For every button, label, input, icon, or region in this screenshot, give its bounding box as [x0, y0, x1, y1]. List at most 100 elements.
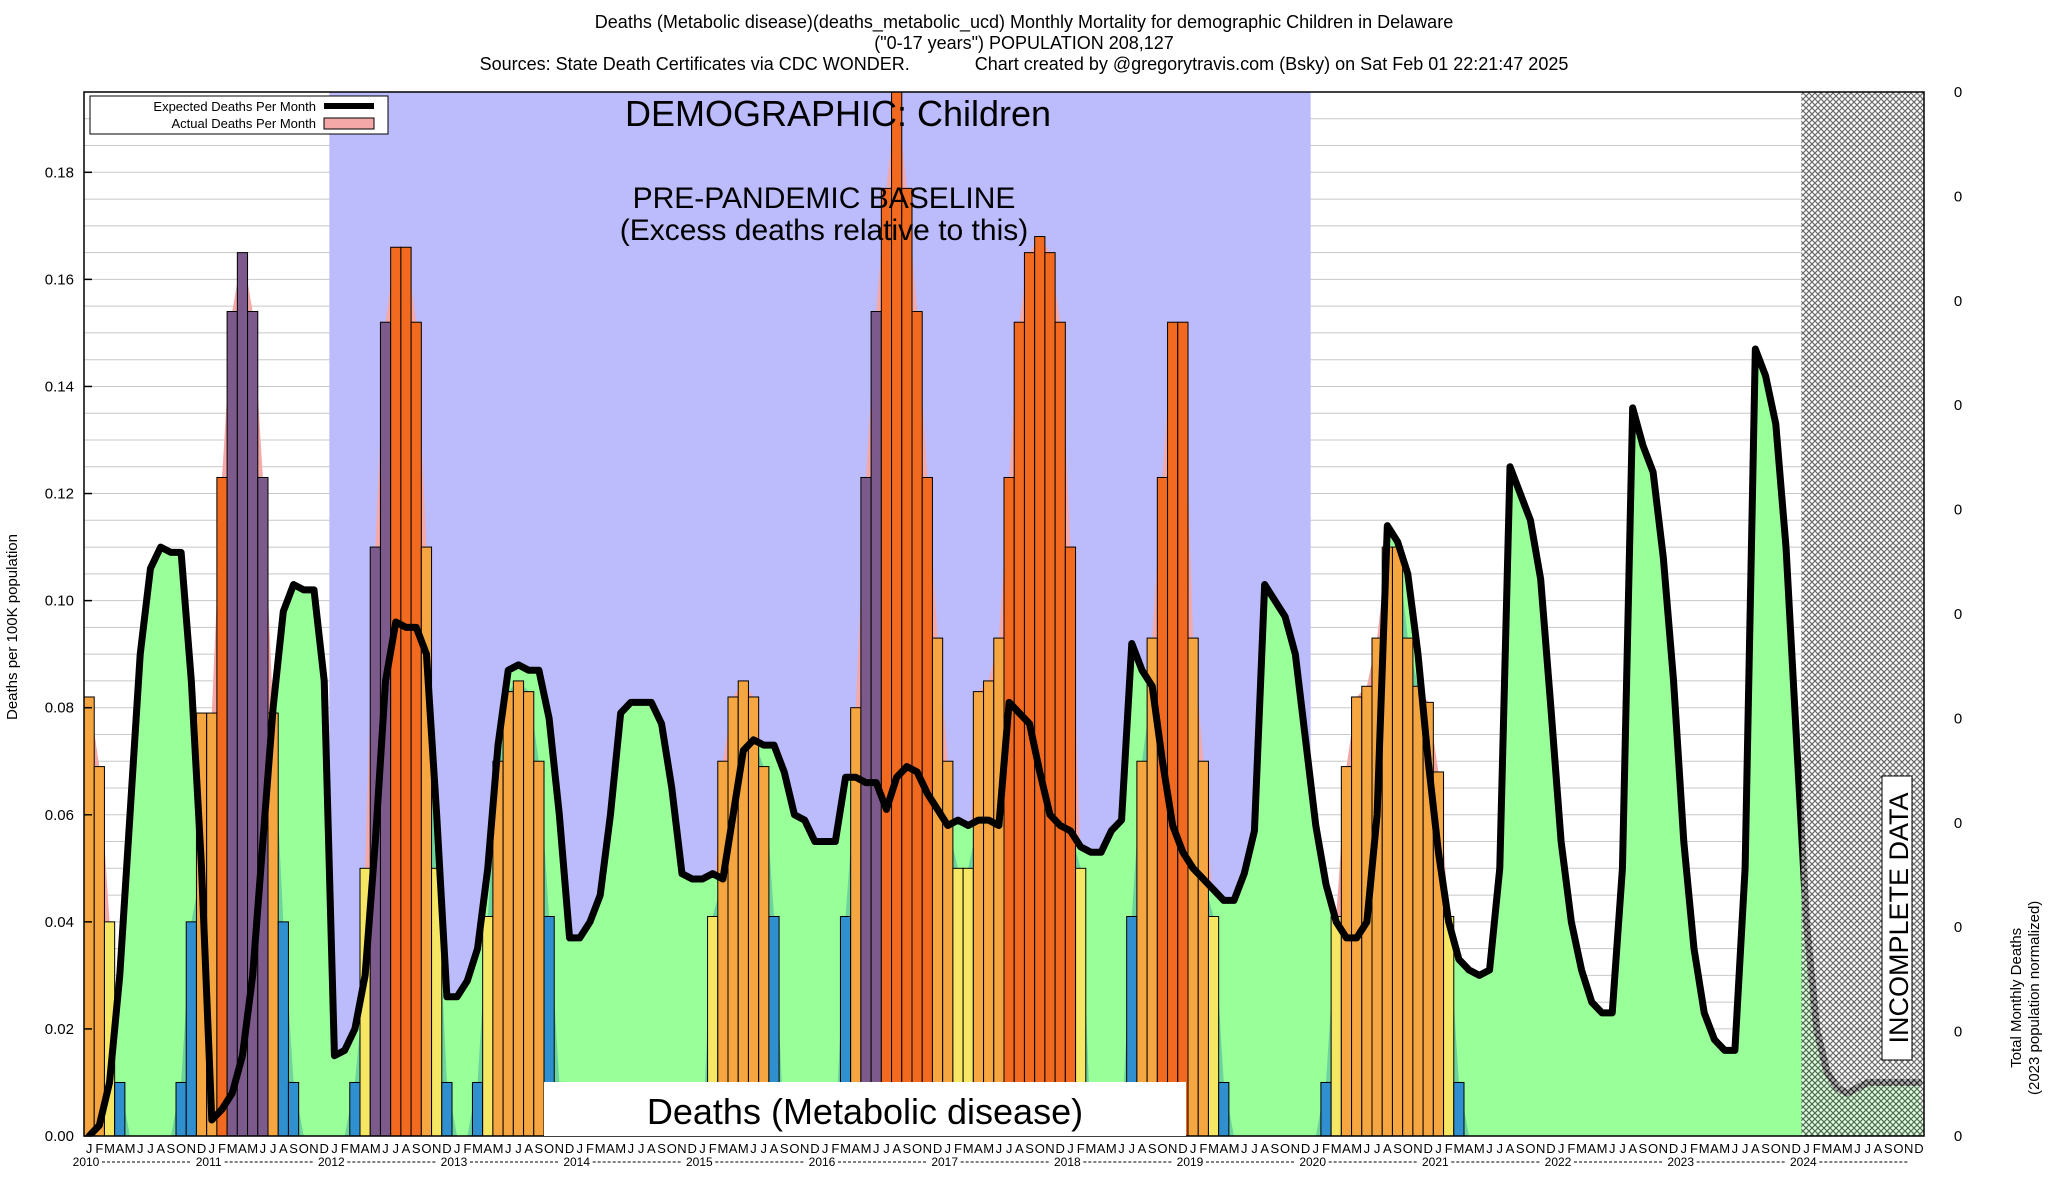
month-tick-label: F	[1199, 1141, 1207, 1156]
month-tick-label: J	[1118, 1141, 1125, 1156]
month-tick-label: O	[1771, 1141, 1781, 1156]
month-tick-label: N	[1168, 1141, 1177, 1156]
actual-bar	[93, 766, 105, 1136]
month-tick-label: M	[595, 1141, 606, 1156]
right-tick-label: 0	[1954, 397, 1962, 414]
month-tick-label: A	[483, 1141, 492, 1156]
y-tick-label: 0.16	[45, 271, 74, 288]
month-tick-label: F	[218, 1141, 226, 1156]
month-tick-label: A	[1710, 1141, 1719, 1156]
actual-bar	[390, 246, 402, 1136]
month-tick-label: J	[577, 1141, 584, 1156]
demographic-label: DEMOGRAPHIC: Children	[625, 93, 1051, 134]
month-tick-label: D	[933, 1141, 942, 1156]
year-tick-label: 2018	[1054, 1155, 1081, 1169]
month-tick-label: N	[187, 1141, 196, 1156]
month-tick-label: A	[402, 1141, 411, 1156]
actual-bar	[1443, 915, 1455, 1136]
right-tick-label: 0	[1954, 188, 1962, 205]
month-tick-label: M	[1576, 1141, 1587, 1156]
right-tick-label: 0	[1954, 293, 1962, 310]
month-tick-label: F	[1813, 1141, 1821, 1156]
year-tick-label: 2016	[809, 1155, 836, 1169]
month-tick-label: O	[299, 1141, 309, 1156]
month-tick-label: J	[750, 1141, 757, 1156]
actual-bar	[277, 921, 289, 1136]
month-tick-label: J	[1006, 1141, 1013, 1156]
month-tick-label: F	[1567, 1141, 1575, 1156]
cause-label-box	[544, 1082, 1186, 1136]
incomplete-label-box	[1881, 775, 1913, 1061]
actual-bar	[216, 476, 228, 1136]
month-tick-label: J	[1241, 1141, 1248, 1156]
actual-bar	[931, 637, 944, 1136]
month-tick-label: S	[1148, 1141, 1157, 1156]
actual-bar	[1453, 1081, 1465, 1136]
actual-bar	[1044, 252, 1056, 1136]
month-tick-label: A	[1219, 1141, 1228, 1156]
right-tick-label: 0	[1954, 919, 1962, 936]
month-tick-label: J	[331, 1141, 338, 1156]
month-tick-label: N	[1536, 1141, 1545, 1156]
month-tick-label: S	[1393, 1141, 1402, 1156]
month-tick-label: N	[555, 1141, 564, 1156]
month-tick-label: J	[1129, 1141, 1136, 1156]
month-tick-label: F	[954, 1141, 962, 1156]
month-tick-label: O	[1035, 1141, 1045, 1156]
month-tick-label: J	[996, 1141, 1003, 1156]
actual-bar	[512, 680, 525, 1136]
actual-bar	[185, 921, 197, 1136]
chart-title: Deaths (Metabolic disease)(deaths_metabo…	[594, 12, 1454, 32]
month-tick-label: J	[1803, 1141, 1810, 1156]
actual-bar	[1330, 915, 1342, 1136]
actual-bar	[1207, 915, 1220, 1136]
month-tick-label: J	[638, 1141, 645, 1156]
month-tick-label: J	[1364, 1141, 1371, 1156]
actual-bar	[349, 1081, 361, 1136]
month-tick-label: M	[349, 1141, 360, 1156]
actual-bar	[717, 760, 729, 1136]
month-tick-label: M	[738, 1141, 749, 1156]
right-axis-ticks: 0 0 0 0 0 0 0 0 0 0 0	[1954, 84, 1962, 1145]
month-tick-label: F	[1077, 1141, 1085, 1156]
actual-bar	[983, 680, 995, 1136]
month-tick-label: F	[1322, 1141, 1330, 1156]
month-tick-label: S	[412, 1141, 421, 1156]
month-tick-label: M	[247, 1141, 258, 1156]
month-tick-label: J	[1486, 1141, 1493, 1156]
month-tick-label: O	[1157, 1141, 1167, 1156]
right-tick-label: 0	[1954, 606, 1962, 623]
month-tick-label: M	[1351, 1141, 1362, 1156]
month-tick-label: M	[717, 1141, 728, 1156]
month-tick-label: M	[1821, 1141, 1832, 1156]
month-tick-label: O	[1525, 1141, 1535, 1156]
month-tick-label: D	[1669, 1141, 1678, 1156]
month-tick-label: A	[974, 1141, 983, 1156]
month-tick-label: J	[515, 1141, 522, 1156]
month-tick-label: N	[1413, 1141, 1422, 1156]
actual-bar	[1054, 321, 1066, 1136]
month-tick-label: D	[1178, 1141, 1187, 1156]
month-tick-label: D	[1424, 1141, 1433, 1156]
month-tick-label: F	[1690, 1141, 1698, 1156]
month-tick-label: A	[156, 1141, 165, 1156]
right-tick-label: 0	[1954, 1128, 1962, 1145]
month-tick-label: S	[289, 1141, 298, 1156]
actual-bar	[891, 92, 903, 1136]
month-tick-label: J	[1609, 1141, 1616, 1156]
month-tick-label: F	[463, 1141, 471, 1156]
actual-bar	[860, 476, 872, 1136]
month-tick-label: M	[1719, 1141, 1730, 1156]
month-tick-label: A	[1874, 1141, 1883, 1156]
month-tick-label: J	[137, 1141, 144, 1156]
month-tick-label: A	[524, 1141, 533, 1156]
month-tick-label: M	[493, 1141, 504, 1156]
actual-bar	[1340, 766, 1353, 1136]
month-tick-label: M	[1106, 1141, 1117, 1156]
month-tick-label: O	[667, 1141, 677, 1156]
month-tick-label: A	[1138, 1141, 1147, 1156]
month-tick-label: J	[1865, 1141, 1872, 1156]
actual-bar	[1351, 696, 1363, 1136]
month-tick-label: M	[1085, 1141, 1096, 1156]
